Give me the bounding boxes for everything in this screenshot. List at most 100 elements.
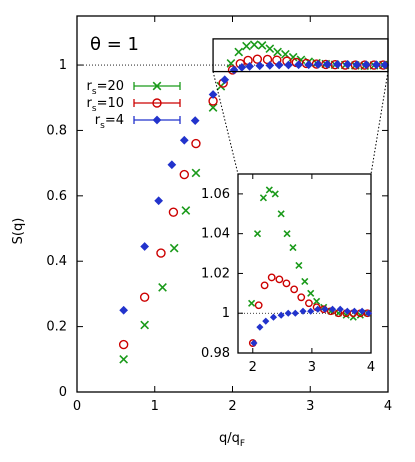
data-point-x bbox=[158, 283, 167, 292]
data-point-diamond bbox=[361, 60, 371, 70]
x-axis-label-main: q/q bbox=[219, 431, 240, 446]
zoom-rectangle bbox=[212, 38, 389, 73]
data-point-diamond bbox=[255, 61, 265, 71]
data-point-x bbox=[208, 103, 218, 112]
inset-data-point-x bbox=[289, 244, 297, 252]
data-point-diamond bbox=[229, 65, 239, 75]
legend-label-main: r bbox=[87, 79, 93, 94]
inset-y-tick-label: 1.04 bbox=[201, 227, 230, 242]
inset-data-point-diamond bbox=[329, 305, 337, 313]
inset-data-point-diamond bbox=[250, 339, 258, 347]
inset-data-point-circle bbox=[254, 301, 263, 310]
legend-label-sub: s bbox=[100, 121, 105, 131]
inset-data-point-circle bbox=[260, 281, 269, 290]
inset-data-point-x bbox=[307, 289, 315, 297]
data-point-diamond bbox=[190, 116, 200, 125]
legend-label-value: =10 bbox=[97, 96, 124, 111]
inset-data-point-x bbox=[313, 297, 321, 305]
y-tick-label: 0 bbox=[59, 385, 67, 400]
inset-data-point-circle bbox=[282, 279, 291, 288]
inset-data-point-diamond bbox=[358, 307, 366, 315]
x-tick-label: 2 bbox=[228, 399, 236, 414]
inset-data-point-diamond bbox=[291, 309, 299, 317]
inset-data-point-circle bbox=[275, 275, 284, 284]
inset-data-point-x bbox=[295, 261, 303, 270]
inset-data-point-diamond bbox=[307, 307, 315, 315]
inset-data-point-circle bbox=[297, 293, 306, 302]
inset-data-point-x bbox=[301, 277, 309, 285]
data-point-diamond bbox=[220, 75, 230, 85]
y-axis-label: S(q) bbox=[11, 218, 26, 245]
data-point-diamond bbox=[119, 305, 129, 315]
legend-label: rs=4 bbox=[95, 113, 124, 131]
inset-data-point-x bbox=[253, 230, 262, 238]
inset-data-point-diamond bbox=[365, 309, 373, 317]
legend-label-value: =20 bbox=[97, 79, 124, 94]
inset-x-tick-label: 4 bbox=[367, 360, 375, 375]
inset-x-tick-label: 2 bbox=[249, 360, 257, 375]
inset-data-point-x bbox=[283, 230, 291, 238]
data-point-x bbox=[265, 44, 275, 54]
data-point-diamond bbox=[352, 60, 362, 70]
legend-label-sub: s bbox=[92, 104, 97, 114]
y-tick-label: 0.6 bbox=[46, 189, 67, 204]
inset-x-tick-label: 3 bbox=[308, 360, 316, 375]
x-tick-label: 3 bbox=[306, 399, 314, 414]
inset-data-point-x bbox=[248, 299, 256, 307]
data-point-x bbox=[181, 206, 191, 215]
inset-data-point-diamond bbox=[343, 307, 351, 315]
zoom-connector bbox=[370, 71, 389, 175]
inset-plot: 2 3 4 0.98 1 1.02 1.04 1.06 bbox=[201, 173, 375, 375]
data-point-diamond bbox=[284, 60, 293, 70]
data-point-diamond bbox=[304, 60, 314, 70]
data-point-diamond bbox=[294, 60, 303, 70]
inset-frame bbox=[237, 173, 372, 354]
inset-data-point-x bbox=[277, 210, 285, 218]
y-tick-label: 0.2 bbox=[46, 320, 67, 335]
y-tick-label: 0.8 bbox=[46, 123, 67, 138]
data-point-x bbox=[140, 320, 150, 330]
data-point-circle bbox=[252, 54, 263, 64]
inset-data-point-diamond bbox=[350, 307, 359, 315]
inset-y-tick-label: 1.06 bbox=[201, 187, 230, 202]
inset-y-tick-label: 1 bbox=[222, 306, 230, 321]
data-point-diamond bbox=[208, 90, 218, 99]
data-point-x bbox=[242, 41, 251, 51]
data-point-diamond bbox=[371, 60, 381, 70]
annotation-theta: θ = 1 bbox=[90, 34, 139, 55]
legend-marker bbox=[152, 81, 162, 91]
legend-label-main: r bbox=[95, 113, 101, 128]
inset-data-point-diamond bbox=[299, 307, 307, 315]
inset-data-point-circle bbox=[290, 285, 299, 294]
data-point-circle bbox=[191, 138, 201, 149]
inset-data-point-diamond bbox=[284, 309, 292, 317]
data-point-diamond bbox=[322, 60, 332, 69]
data-point-diamond bbox=[167, 160, 177, 170]
legend-label-main: r bbox=[87, 96, 93, 111]
data-point-diamond bbox=[265, 61, 275, 70]
legend-marker bbox=[152, 98, 162, 108]
inset-data-point-diamond bbox=[256, 323, 264, 331]
inset-data-point-diamond bbox=[314, 305, 322, 313]
data-point-circle bbox=[168, 207, 179, 217]
data-point-diamond bbox=[140, 242, 150, 251]
x-tick-label: 0 bbox=[73, 399, 81, 414]
legend-label: rs=20 bbox=[87, 79, 125, 97]
data-point-x bbox=[257, 41, 267, 50]
data-point-x bbox=[191, 168, 201, 178]
inset-data-point-diamond bbox=[277, 311, 285, 319]
data-point-x bbox=[169, 243, 179, 253]
x-axis-label-sub: F bbox=[240, 439, 245, 449]
data-point-diamond bbox=[179, 135, 189, 145]
data-point-diamond bbox=[245, 61, 254, 71]
inset-data-point-diamond bbox=[321, 305, 329, 313]
data-point-circle bbox=[139, 292, 150, 302]
data-point-x bbox=[234, 47, 244, 57]
data-point-diamond bbox=[333, 60, 342, 69]
data-point-diamond bbox=[313, 60, 323, 69]
legend-label-sub: s bbox=[92, 87, 97, 97]
inset-data-point-diamond bbox=[336, 305, 344, 313]
inset-data-point-diamond bbox=[262, 317, 270, 325]
